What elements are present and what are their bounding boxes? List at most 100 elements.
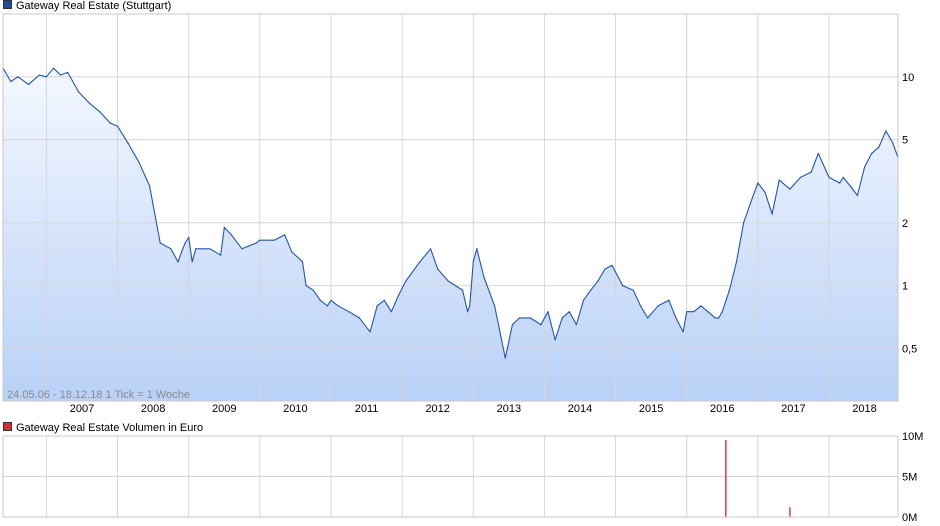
price-data-point [188, 236, 190, 239]
price-data-point [454, 285, 457, 287]
price-data-point [693, 311, 695, 313]
price-data-point [109, 122, 111, 124]
price-data-point [419, 261, 421, 263]
x-tick-label: 2008 [141, 403, 165, 415]
volume-legend: Gateway Real Estate Volumen in Euro [3, 422, 203, 435]
price-data-point [220, 254, 222, 256]
volume-panel: 10M 5M 0M [2, 431, 923, 524]
price-data-point [241, 248, 243, 250]
price-data-point [714, 317, 716, 319]
price-data-point [878, 146, 880, 148]
price-data-point [828, 176, 830, 178]
price-plot-border [2, 13, 899, 402]
price-data-point [383, 299, 385, 301]
price-data-point [138, 161, 140, 163]
y-tick-label: 10 [902, 72, 914, 84]
price-data-point [799, 176, 802, 178]
price-data-point [319, 299, 321, 301]
price-data-point [771, 213, 773, 215]
price-area-fill [3, 68, 898, 401]
price-legend-swatch [3, 0, 12, 9]
volume-plot-border [2, 435, 899, 518]
price-data-point [540, 324, 542, 326]
y-tick-label: 2 [902, 218, 908, 230]
price-data-point [312, 289, 314, 291]
price-data-point [184, 242, 186, 244]
x-tick-label: 2014 [568, 403, 592, 415]
price-data-point [604, 268, 606, 270]
price-data-point [195, 248, 197, 250]
price-data-point [639, 305, 642, 307]
x-tick-label: 2010 [283, 403, 307, 415]
price-data-point [209, 248, 211, 250]
price-data-point [547, 311, 549, 313]
volume-bar [725, 440, 727, 517]
y-tick-label: 0,5 [902, 343, 917, 355]
price-data-point [467, 311, 469, 313]
price-data-point [28, 83, 30, 85]
price-data-point [561, 317, 563, 319]
price-data-point [632, 289, 634, 291]
price-data-point [149, 185, 151, 187]
price-data-point [52, 67, 55, 69]
price-data-point [337, 305, 339, 307]
price-data-point [810, 171, 812, 173]
price-data-point [750, 201, 752, 204]
date-range-note: 24.05.06 - 18.12.18 1 Tick = 1 Woche [7, 389, 190, 401]
price-data-point [472, 261, 474, 263]
volume-bar [789, 507, 791, 517]
price-data-point [686, 311, 688, 313]
price-data-point [707, 311, 709, 313]
price-data-point [575, 324, 578, 326]
price-data-point [38, 74, 40, 76]
x-tick-label: 2012 [425, 403, 449, 415]
price-data-point [462, 289, 464, 291]
price-data-point [728, 289, 731, 291]
price-data-point [405, 280, 407, 282]
price-data-point [718, 317, 720, 319]
price-data-point [856, 194, 859, 197]
price-data-point [390, 311, 392, 313]
price-data-point [284, 234, 286, 236]
price-data-point [259, 239, 261, 241]
price-legend: Gateway Real Estate (Stuttgart) [3, 0, 171, 13]
price-data-point [191, 261, 193, 263]
price-data-point [369, 331, 371, 333]
x-tick-label: 2016 [710, 403, 734, 415]
price-data-point [99, 111, 101, 113]
price-data-point [871, 152, 873, 154]
price-data-point [757, 182, 759, 184]
price-data-point [330, 299, 332, 301]
price-data-point [469, 305, 471, 307]
price-data-point [437, 268, 439, 270]
price-data-point [67, 71, 69, 73]
price-data-point [494, 305, 496, 307]
x-tick-label: 2013 [497, 403, 521, 415]
price-data-point [376, 305, 378, 307]
price-data-point [582, 299, 585, 301]
price-data-point [700, 305, 702, 307]
x-tick-label: 2007 [70, 403, 94, 415]
price-data-point [842, 176, 844, 178]
price-data-point [839, 182, 841, 184]
price-data-point [127, 142, 129, 144]
price-data-point [476, 248, 478, 250]
x-tick-label: 2018 [852, 403, 876, 415]
price-data-point [864, 166, 866, 168]
price-data-point [892, 142, 894, 144]
price-data-point [529, 317, 531, 319]
price-data-point [177, 261, 179, 263]
price-data-point [611, 264, 613, 266]
price-data-point [849, 185, 851, 187]
price-data-point [657, 305, 659, 307]
price-data-point [504, 357, 506, 359]
price-data-point [721, 311, 723, 313]
price-data-point [447, 280, 449, 282]
price-data-point [45, 76, 48, 78]
x-tick-label: 2015 [639, 403, 663, 415]
price-data-point [116, 125, 119, 127]
price-data-point [398, 294, 400, 296]
x-tick-label: 2011 [355, 403, 379, 415]
price-data-point [590, 289, 592, 291]
